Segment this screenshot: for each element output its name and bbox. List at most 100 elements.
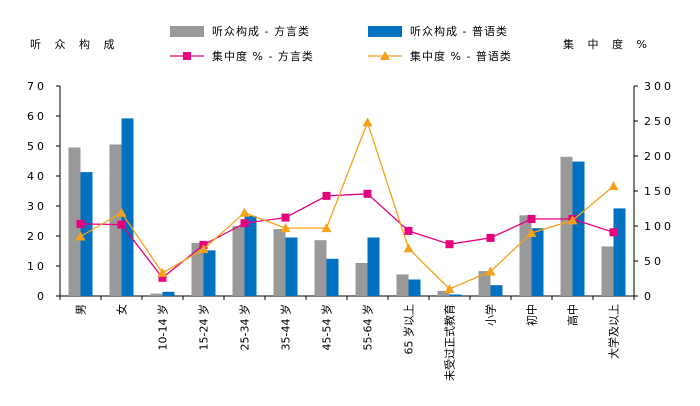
left-tick-label: 0: [37, 290, 47, 303]
point-dialect: [527, 215, 536, 223]
bar-dialect: [68, 147, 81, 296]
x-tick-label: 25-34 岁: [238, 304, 252, 350]
bar-mandarin: [121, 118, 134, 297]
right-tick-label: 50: [644, 255, 664, 268]
bar-dialect: [519, 215, 532, 296]
point-dialect: [404, 226, 413, 235]
bar-dialect: [478, 271, 491, 296]
bar-mandarin: [244, 215, 257, 296]
x-tick-label: 未受过正式教育: [443, 304, 457, 381]
left-tick-label: 50: [27, 140, 47, 153]
right-tick-label: 100: [644, 220, 674, 233]
x-tick-label: 初中: [525, 304, 539, 326]
point-mandarin: [198, 244, 209, 254]
x-tick-label: 15-24 岁: [197, 304, 211, 350]
bar-dialect: [150, 293, 163, 296]
left-axis-label: 听 众 构 成: [30, 38, 120, 51]
x-tick-label: 35-44 岁: [279, 304, 293, 350]
bar-dialect: [437, 290, 450, 296]
legend-item-line-dialect: 集中度 % - 方言类: [170, 48, 314, 64]
x-tick-label: 55-64 岁: [361, 304, 375, 350]
point-dialect: [445, 240, 454, 249]
x-tick-label: 高中: [566, 304, 580, 326]
right-tick-label: 0: [644, 290, 654, 303]
point-dialect: [117, 220, 126, 229]
left-tick-label: 20: [27, 230, 47, 243]
bar-dialect: [601, 246, 614, 296]
left-tick-label: 40: [27, 170, 47, 183]
left-tick-label: 10: [27, 260, 47, 273]
point-dialect: [609, 228, 618, 237]
point-dialect: [363, 189, 372, 198]
bar-dialect: [273, 229, 286, 296]
bar-mandarin: [572, 161, 585, 296]
bar-dialect: [191, 242, 204, 296]
point-mandarin: [75, 231, 86, 241]
right-tick-label: 250: [644, 115, 674, 128]
x-tick-label: 女: [115, 304, 129, 315]
point-mandarin: [362, 117, 373, 127]
bar-mandarin: [80, 172, 93, 296]
bar-mandarin: [162, 291, 175, 296]
x-tick-label: 10-14 岁: [156, 304, 170, 350]
point-dialect: [76, 219, 85, 228]
point-dialect: [281, 213, 290, 222]
point-mandarin: [608, 181, 619, 191]
point-mandarin: [444, 284, 455, 293]
point-mandarin: [239, 207, 250, 217]
legend-label: 听众构成 - 普语类: [410, 25, 508, 38]
legend-item-bar-dialect: 听众构成 - 方言类: [170, 23, 310, 39]
left-tick-label: 70: [27, 80, 47, 93]
point-mandarin: [403, 243, 414, 253]
x-tick-label: 男: [75, 304, 88, 315]
line-mandarin: [80, 120, 614, 290]
point-mandarin: [321, 223, 332, 233]
left-tick-label: 60: [27, 110, 47, 123]
point-mandarin: [280, 223, 291, 233]
legend-swatch-pink-line: [170, 52, 204, 60]
bar-mandarin: [531, 228, 544, 296]
legend-label: 集中度 % - 方言类: [212, 50, 314, 63]
bar-mandarin: [285, 237, 298, 296]
point-mandarin: [526, 228, 537, 237]
bar-dialect: [560, 156, 573, 296]
bar-mandarin: [326, 258, 339, 296]
x-tick-label: 大学及以上: [607, 304, 621, 359]
point-dialect: [486, 233, 495, 242]
bar-mandarin: [490, 285, 503, 296]
right-tick-label: 200: [644, 150, 674, 163]
right-axis-label: 集 中 度 %: [563, 38, 652, 51]
legend-label: 集中度 % - 普语类: [410, 50, 512, 63]
point-mandarin: [485, 266, 496, 276]
legend-swatch-orange-line: [368, 51, 402, 60]
legend-label: 听众构成 - 方言类: [212, 25, 310, 38]
point-mandarin: [567, 215, 578, 225]
bar-dialect: [396, 274, 409, 296]
point-dialect: [158, 273, 167, 282]
bar-mandarin: [613, 208, 626, 296]
point-mandarin: [157, 267, 168, 277]
bar-mandarin: [203, 250, 216, 296]
legend-item-line-mandarin: 集中度 % - 普语类: [368, 48, 512, 64]
left-tick-label: 30: [27, 200, 47, 213]
right-tick-label: 300: [644, 80, 674, 93]
line-dialect: [80, 193, 614, 279]
legend-swatch-gray: [170, 25, 204, 37]
bar-mandarin: [367, 237, 380, 296]
x-tick-label: 45-54 岁: [320, 304, 334, 350]
bar-dialect: [232, 226, 245, 296]
bar-dialect: [314, 240, 327, 296]
point-dialect: [240, 219, 249, 228]
bar-mandarin: [449, 294, 462, 296]
x-tick-label: 小学: [484, 304, 498, 326]
legend-swatch-blue: [368, 25, 402, 37]
bar-dialect: [109, 144, 122, 296]
bar-mandarin: [408, 279, 421, 296]
point-mandarin: [116, 207, 127, 217]
bar-dialect: [355, 263, 368, 296]
point-dialect: [322, 191, 331, 200]
right-tick-label: 150: [644, 185, 674, 198]
x-tick-label: 65 岁以上: [402, 304, 416, 355]
legend-item-bar-mandarin: 听众构成 - 普语类: [368, 23, 508, 39]
